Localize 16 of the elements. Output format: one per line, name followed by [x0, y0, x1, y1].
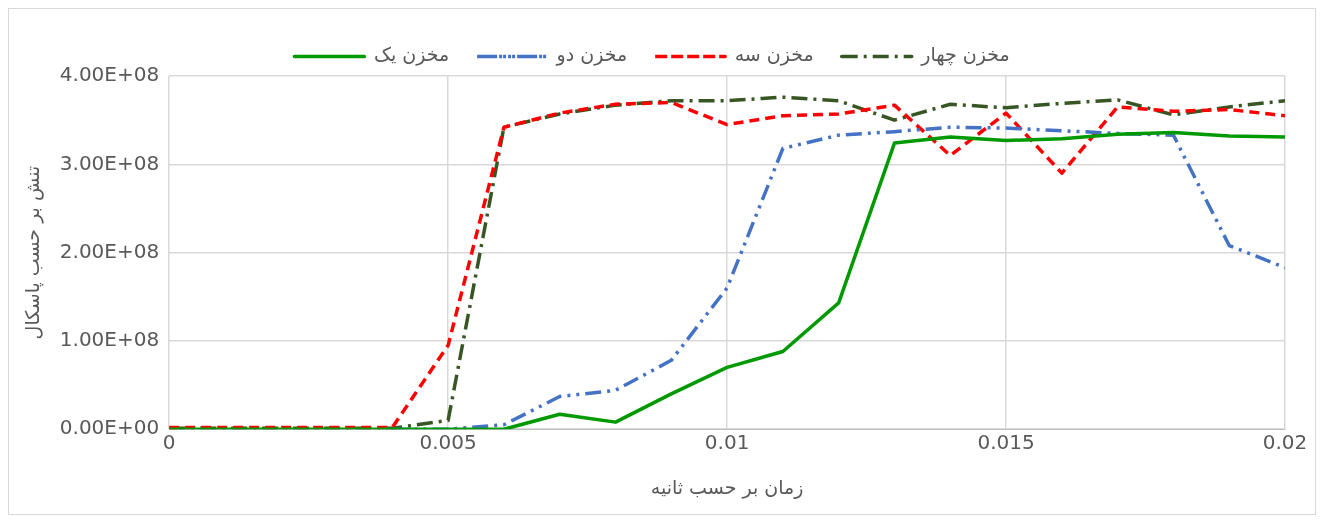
y-tick-label: 1.00E+08: [59, 327, 160, 352]
legend-label: مخزن دو: [555, 43, 628, 67]
legend-label: مخزن یک: [373, 43, 450, 67]
y-tick-label: 3.00E+08: [59, 150, 160, 175]
y-axis-title: تنش بر حسب پاسکال: [21, 165, 45, 340]
x-tick-label: 0.015: [977, 430, 1035, 455]
x-tick-label: 0: [162, 430, 176, 455]
x-tick-label: 0.005: [419, 430, 477, 455]
y-tick-label: 0.00E+00: [59, 415, 160, 440]
x-tick-label: 0.01: [704, 430, 750, 455]
y-tick-label: 4.00E+08: [59, 62, 160, 87]
legend-label: مخزن سه: [734, 43, 814, 67]
x-tick-label: 0.02: [1262, 430, 1308, 455]
x-axis-title: زمان بر حسب ثانیه: [650, 475, 804, 499]
legend-label: مخزن چهار: [920, 43, 1010, 67]
y-tick-label: 2.00E+08: [59, 238, 160, 263]
